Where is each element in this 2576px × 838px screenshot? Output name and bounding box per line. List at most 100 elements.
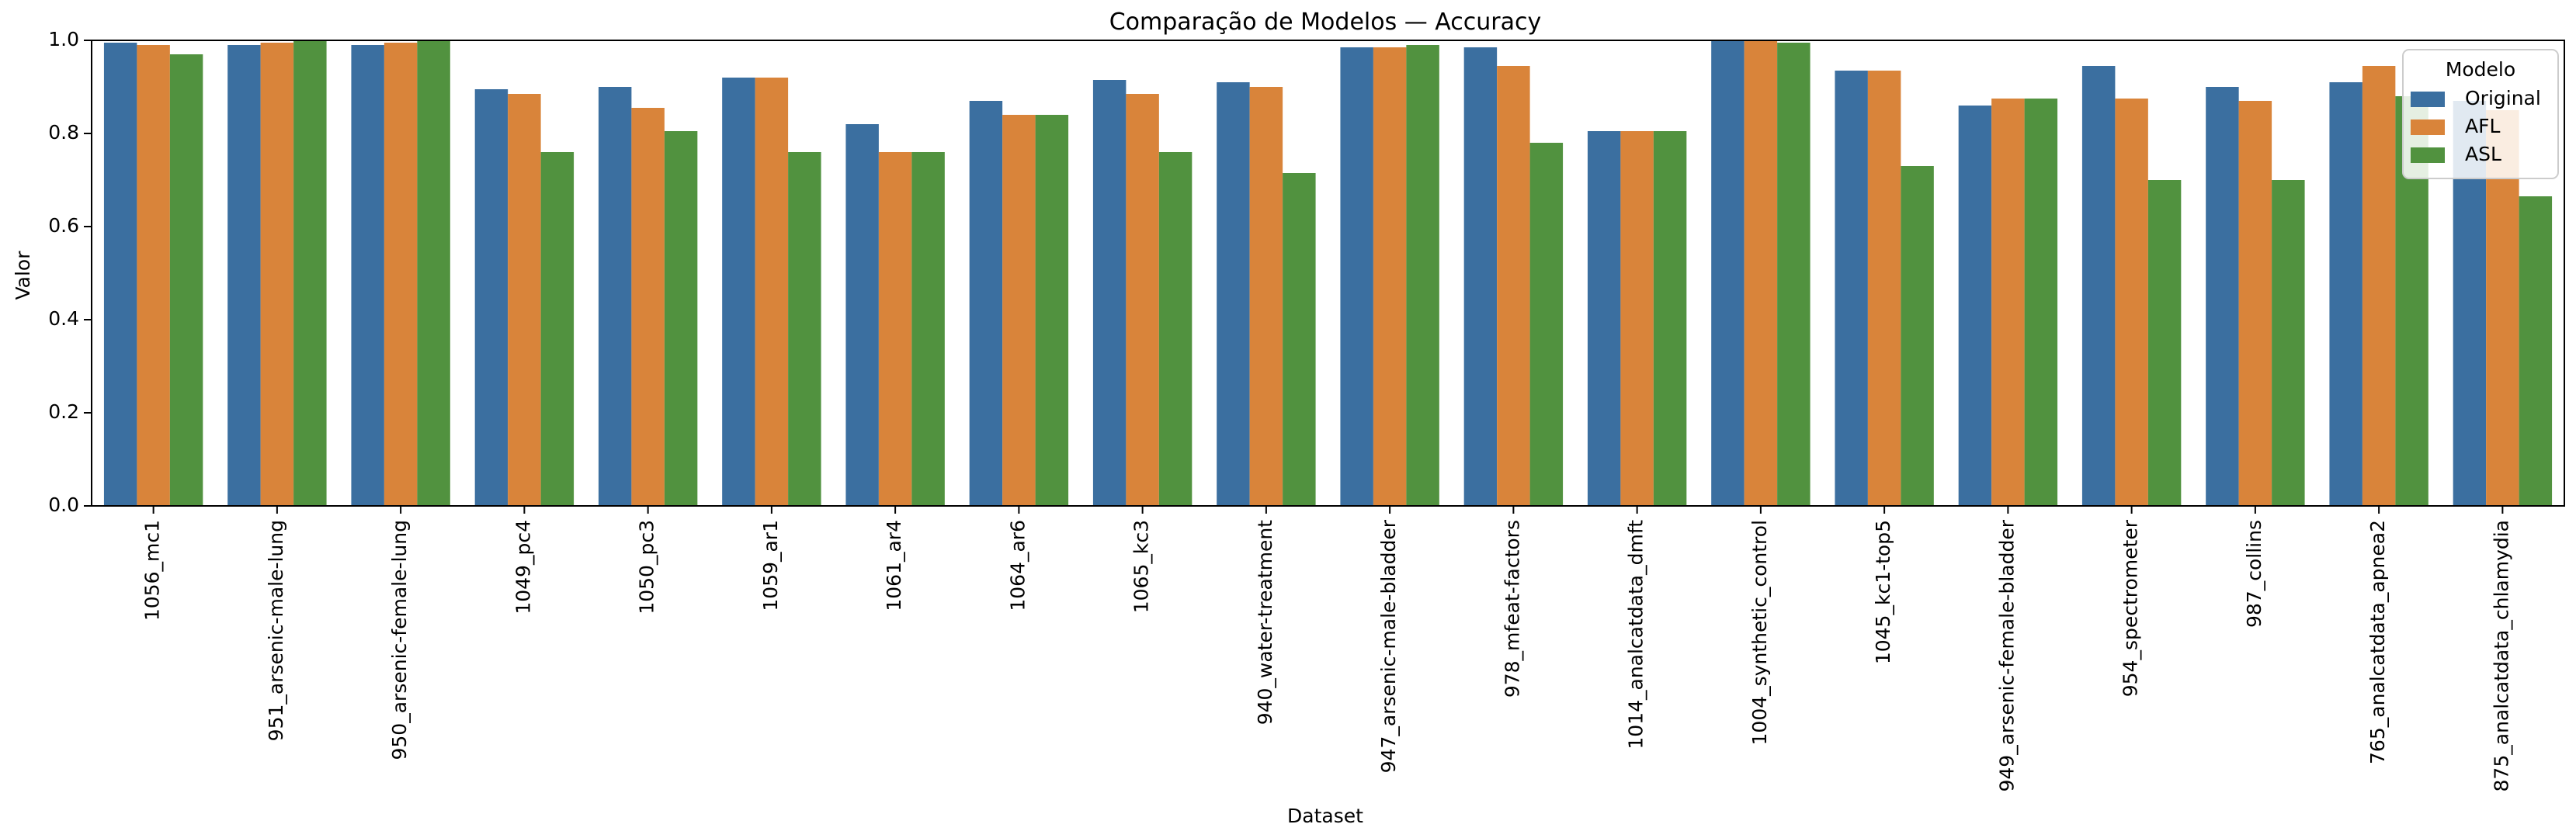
bars-layer <box>103 40 2553 506</box>
bar-asl <box>1283 173 1316 506</box>
bar-original <box>1958 106 1992 506</box>
x-tick-label: 951_arsenic-male-lung <box>265 520 287 741</box>
legend-swatch-original <box>2411 92 2445 107</box>
bar-afl <box>2362 66 2396 506</box>
bar-afl <box>1373 47 1407 506</box>
bar-asl <box>664 131 698 506</box>
bar-original <box>845 124 879 506</box>
x-tick-label: 1061_ar4 <box>883 520 905 611</box>
bar-original <box>598 87 632 506</box>
bar-asl <box>2272 180 2305 506</box>
x-tick-label: 950_arsenic-female-lung <box>388 520 411 760</box>
bar-asl <box>417 40 450 506</box>
x-tick-label: 875_analcatdata_chlamydia <box>2490 520 2512 791</box>
bar-asl <box>1653 131 1687 506</box>
bar-original <box>1835 71 1868 506</box>
bar-asl <box>788 152 821 506</box>
bar-asl <box>1158 152 1193 506</box>
bar-asl <box>1777 43 1810 506</box>
bar-original <box>722 78 755 506</box>
legend-label-original: Original <box>2465 87 2541 109</box>
y-tick-label: 0.4 <box>48 307 79 330</box>
bar-afl <box>2115 99 2148 506</box>
bar-afl <box>878 152 912 506</box>
chart-title: Comparação de Modelos — Accuracy <box>1109 9 1542 36</box>
bar-original <box>1340 47 1373 506</box>
x-tick-label: 1059_ar1 <box>759 520 782 611</box>
bar-asl <box>2147 180 2182 506</box>
bar-afl <box>137 45 170 506</box>
bar-original <box>474 89 509 506</box>
bar-afl <box>260 43 294 506</box>
bar-afl <box>631 108 665 506</box>
x-tick-label: 1050_pc3 <box>636 520 658 615</box>
y-tick-label: 1.0 <box>48 28 79 50</box>
legend-title: Modelo <box>2446 58 2515 81</box>
bar-original <box>1463 47 1498 506</box>
legend-label-asl: ASL <box>2465 143 2501 165</box>
legend-swatch-asl <box>2411 147 2445 163</box>
x-tick-label: 947_arsenic-male-bladder <box>1377 519 1400 773</box>
x-tick-label: 949_arsenic-female-bladder <box>1995 519 2018 791</box>
bar-afl <box>1126 94 1159 506</box>
bar-asl <box>1406 45 1439 506</box>
bar-original <box>2329 82 2362 506</box>
y-tick-label: 0.2 <box>48 400 79 423</box>
y-tick-label: 0.0 <box>48 493 79 516</box>
bar-original <box>2206 87 2239 506</box>
bar-original <box>1092 80 1127 506</box>
bar-asl <box>1035 115 1069 506</box>
bar-asl <box>540 152 575 506</box>
bar-afl <box>508 94 541 506</box>
bar-original <box>351 45 384 506</box>
plot-frame <box>91 40 2565 507</box>
bar-afl <box>1991 99 2025 506</box>
x-tick-label: 1014_analcatdata_dmft <box>1625 520 1647 750</box>
bar-asl <box>169 54 203 506</box>
x-tick-label: 978_mfeat-factors <box>1501 520 1523 698</box>
legend: Modelo Original AFL ASL <box>2402 49 2559 179</box>
bar-original <box>1217 82 1250 506</box>
bar-asl <box>1901 166 1934 506</box>
x-tick-label: 1049_pc4 <box>512 520 534 615</box>
bar-asl <box>2024 99 2058 506</box>
x-tick-label: 1056_mc1 <box>141 520 164 621</box>
bar-afl <box>1002 115 1036 506</box>
bar-original <box>1587 131 1621 506</box>
bar-afl <box>1867 71 1901 506</box>
x-tick-label: 1064_ar6 <box>1006 520 1029 611</box>
x-tick-label: 1045_kc1-top5 <box>1872 520 1894 664</box>
y-axis-label: Valor <box>12 251 34 300</box>
bar-afl <box>755 78 789 506</box>
x-tick-label: 987_collins <box>2243 520 2265 628</box>
x-tick-label: 940_water-treatment <box>1254 520 1276 725</box>
bar-original <box>1711 40 1745 506</box>
bar-afl <box>1249 87 1283 506</box>
legend-swatch-afl <box>2411 119 2445 135</box>
bar-asl <box>911 152 945 506</box>
bar-afl <box>2238 101 2272 506</box>
bar-asl <box>2519 196 2553 506</box>
bar-original <box>969 101 1003 506</box>
x-axis-label: Dataset <box>1287 805 1363 827</box>
bar-original <box>227 45 261 506</box>
bar-afl <box>384 43 418 506</box>
axes-layer: 1056_mc1 951_arsenic-male-lung 950_arsenic… <box>48 28 2565 792</box>
bar-afl <box>1620 131 1654 506</box>
bar-original <box>2081 66 2116 506</box>
legend-frame <box>2402 49 2559 179</box>
x-tick-label: 954_spectrometer <box>2119 519 2142 697</box>
x-tick-label: 1065_kc3 <box>1130 520 1153 613</box>
y-tick-label: 0.6 <box>48 214 79 237</box>
x-tick-label: 765_analcatdata_apnea2 <box>2366 520 2389 764</box>
bar-asl <box>293 40 327 506</box>
y-tick-label: 0.8 <box>48 121 79 144</box>
x-tick-label: 1004_synthetic_control <box>1748 520 1771 745</box>
bar-afl <box>1744 40 1778 506</box>
bar-asl <box>1529 143 1564 506</box>
bar-afl <box>1497 66 1530 506</box>
bar-original <box>103 43 137 506</box>
legend-label-afl: AFL <box>2465 115 2500 137</box>
